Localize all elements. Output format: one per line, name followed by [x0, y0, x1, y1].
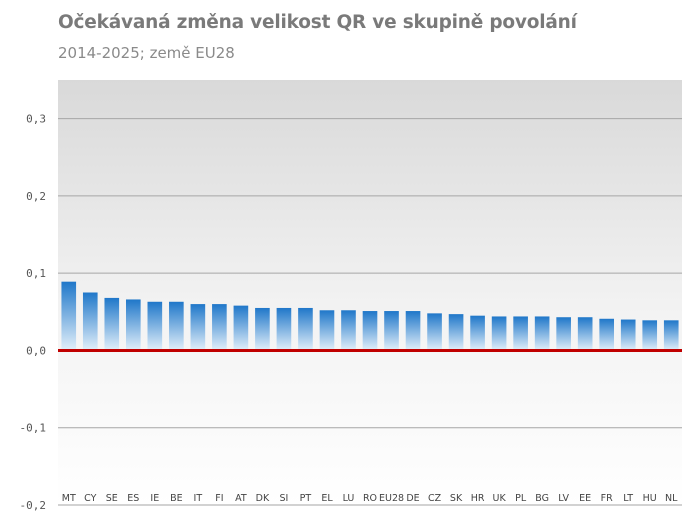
bar-ro	[362, 311, 378, 351]
x-tick-label: FR	[601, 493, 613, 504]
x-tick-label: MT	[62, 493, 76, 504]
x-tick-label: BG	[535, 493, 549, 504]
x-tick-label: UK	[493, 493, 507, 504]
x-tick-label: ES	[127, 493, 139, 504]
bar-ee	[577, 317, 593, 351]
bar-cz	[427, 313, 442, 351]
x-tick-label: EE	[579, 493, 591, 504]
x-tick-label: PL	[515, 493, 527, 504]
x-tick-label: DE	[406, 493, 419, 504]
y-tick-label: 0,0	[26, 344, 46, 357]
x-tick-label: FI	[215, 493, 223, 504]
bar-pl	[513, 316, 528, 351]
x-tick-label: HR	[471, 493, 485, 504]
bar-eu28	[384, 311, 399, 351]
bar-de	[405, 311, 421, 351]
x-tick-label: LV	[558, 493, 569, 504]
bar-es	[125, 299, 141, 351]
bar-sk	[448, 314, 464, 351]
x-axis-labels: MT CY SE ES IE BE IT FI AT DK SI PT EL LU RO EU28 DE CZ SK…	[62, 493, 678, 504]
x-tick-label: IT	[194, 493, 203, 504]
bar-lv	[556, 317, 571, 351]
x-tick-label: PT	[300, 493, 312, 504]
x-tick-label: BE	[170, 493, 183, 504]
x-tick-label: HU	[643, 493, 657, 504]
bar-si	[276, 307, 292, 351]
x-tick-label: IE	[150, 493, 159, 504]
y-tick-label: 0,2	[26, 190, 46, 203]
bar-fr	[599, 318, 615, 351]
bars	[61, 281, 679, 351]
bar-pt	[298, 307, 313, 351]
x-tick-label: DK	[256, 493, 270, 504]
bar-se	[104, 297, 120, 351]
chart-subtitle: 2014-2025; země EU28	[58, 44, 235, 62]
x-tick-label: SE	[106, 493, 118, 504]
x-tick-label: AT	[235, 493, 247, 504]
bar-at	[233, 305, 249, 351]
y-tick-label: -0,1	[20, 422, 47, 435]
x-tick-label: LU	[343, 493, 355, 504]
x-tick-label: EL	[321, 493, 333, 504]
bar-lu	[341, 310, 356, 351]
x-tick-label: NL	[665, 493, 678, 504]
bar-nl	[663, 320, 679, 351]
bar-ie	[147, 301, 163, 351]
y-tick-label: -0,2	[20, 499, 47, 512]
bar-fi	[212, 304, 227, 351]
y-tick-label: 0,1	[26, 267, 46, 280]
y-axis-ticks: 0,3 0,2 0,1 0,0 -0,1 -0,2	[20, 113, 47, 512]
bar-it	[190, 304, 206, 351]
x-tick-label: CY	[84, 493, 96, 504]
bar-bg	[534, 316, 550, 351]
bar-hu	[642, 320, 658, 351]
bar-mt	[61, 281, 77, 351]
x-tick-label: SK	[450, 493, 463, 504]
plot-background	[58, 80, 682, 505]
x-tick-label: RO	[363, 493, 377, 504]
y-tick-label: 0,3	[26, 113, 46, 126]
bar-cy	[82, 292, 98, 351]
bar-hr	[470, 315, 485, 351]
gridlines	[58, 118, 682, 506]
bar-lt	[620, 319, 636, 351]
chart-title: Očekávaná změna velikost QR ve skupině p…	[58, 12, 577, 33]
bar-be	[169, 301, 184, 351]
x-tick-label: CZ	[428, 493, 442, 504]
x-tick-label: LT	[623, 493, 633, 504]
bar-dk	[255, 307, 270, 351]
x-tick-label: SI	[280, 493, 289, 504]
bar-el	[319, 310, 335, 351]
x-tick-label: EU28	[379, 493, 404, 504]
bar-uk	[491, 316, 507, 351]
